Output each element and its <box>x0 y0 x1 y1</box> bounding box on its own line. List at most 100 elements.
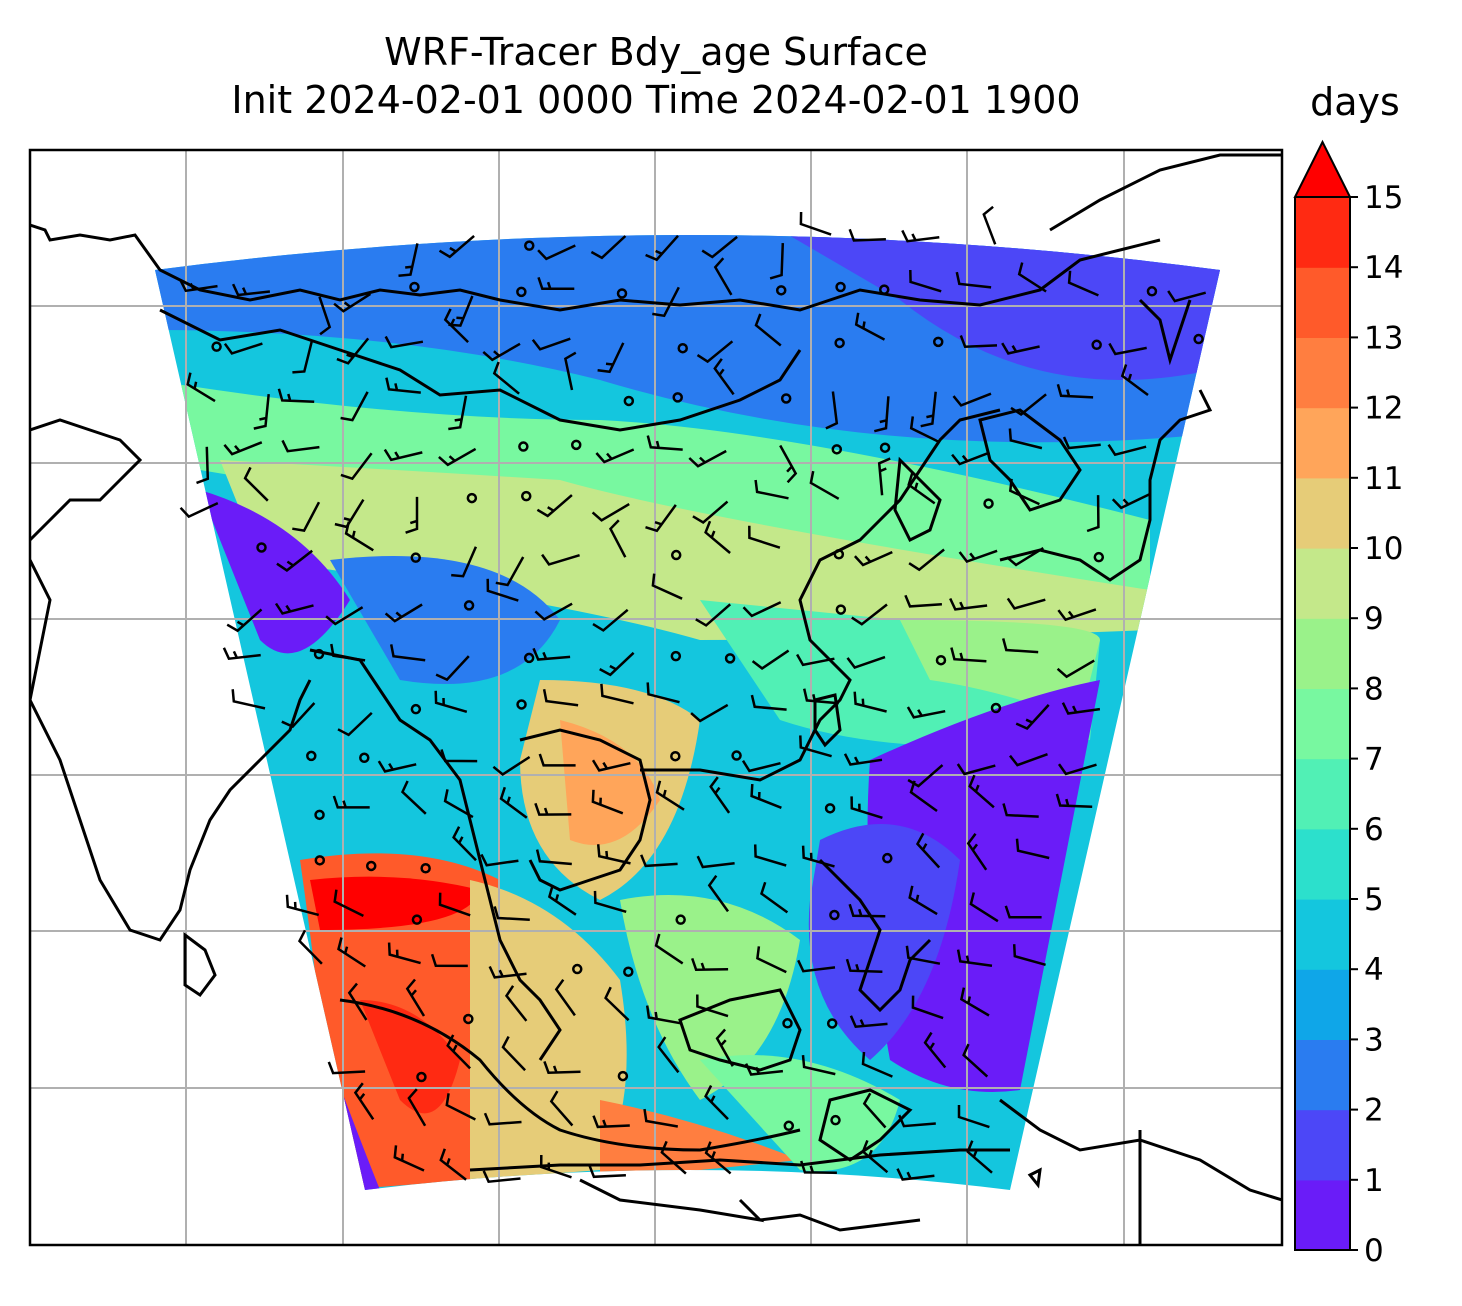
wind-barb <box>535 849 572 866</box>
wind-barb <box>325 606 364 626</box>
calm-wind-marker <box>783 1120 795 1132</box>
wind-barb <box>591 503 630 522</box>
wind-barb <box>657 1036 680 1074</box>
wind-barb <box>1002 803 1039 818</box>
wind-barb <box>750 694 787 711</box>
wind-barb <box>799 211 832 236</box>
wind-barb <box>696 855 735 869</box>
calm-wind-marker <box>410 552 421 563</box>
colorbar-tick-label: 1 <box>1364 1163 1384 1199</box>
wind-barb <box>802 688 839 705</box>
calm-wind-marker <box>570 439 582 451</box>
calm-wind-marker <box>1146 286 1158 297</box>
wind-barb <box>537 277 575 291</box>
wind-barb <box>1107 444 1147 457</box>
wind-barb <box>400 780 427 815</box>
wind-barb <box>1055 793 1093 808</box>
colorbar-tick-label: 13 <box>1364 320 1403 356</box>
wind-barb <box>384 603 423 623</box>
wind-barb <box>1008 428 1043 450</box>
wind-barb <box>696 340 734 364</box>
wind-barb <box>909 416 941 444</box>
calm-wind-marker <box>775 285 787 296</box>
wind-barb <box>1167 290 1207 303</box>
wind-barb <box>1067 270 1099 297</box>
colorbar-tick-label: 8 <box>1364 671 1384 707</box>
calm-wind-marker <box>520 490 532 502</box>
wind-barb <box>563 351 577 391</box>
wind-barb <box>955 271 992 289</box>
calm-wind-marker <box>518 441 529 452</box>
wind-barb <box>877 457 891 496</box>
wind-barb <box>318 296 332 336</box>
wind-barb <box>340 452 373 481</box>
wind-barb <box>1057 608 1097 622</box>
calm-wind-marker <box>932 336 944 348</box>
wind-barb <box>691 957 729 971</box>
wind-barb <box>1108 342 1147 356</box>
wind-barb <box>848 903 886 918</box>
wind-barb <box>797 959 836 973</box>
wind-barb <box>333 292 372 313</box>
wind-barb <box>645 234 679 262</box>
wind-barb <box>848 228 886 242</box>
wind-barb <box>1006 547 1044 567</box>
wind-barb <box>405 978 426 1017</box>
wind-barb <box>920 391 937 428</box>
calm-wind-marker <box>834 337 845 349</box>
colorbar-segment <box>1295 899 1350 970</box>
wind-barb <box>405 496 419 534</box>
wind-barb <box>779 444 798 484</box>
wind-barb <box>909 269 942 293</box>
wind-barb <box>534 802 572 816</box>
wind-barb <box>1017 262 1047 293</box>
calm-wind-marker <box>516 286 527 298</box>
wind-barb <box>861 1139 889 1174</box>
wind-barb <box>536 494 573 518</box>
wind-barb <box>756 946 787 974</box>
wind-barb <box>801 845 835 868</box>
colorbar-tick-label: 4 <box>1364 952 1384 988</box>
wind-barb <box>488 965 527 979</box>
wind-barb <box>231 283 271 297</box>
wind-barb <box>451 546 478 578</box>
wind-barb <box>1062 436 1101 450</box>
calm-wind-marker <box>314 809 325 821</box>
wind-barb <box>861 1051 893 1078</box>
calm-wind-marker <box>359 752 370 764</box>
wind-barb <box>959 987 990 1017</box>
colorbar-tick-label: 2 <box>1364 1093 1384 1129</box>
colorbar-segment <box>1295 1039 1350 1111</box>
wind-barb <box>643 1108 679 1128</box>
colorbar-tick-label: 15 <box>1364 180 1403 216</box>
wind-barb <box>701 235 738 259</box>
wind-barb <box>385 377 421 394</box>
wind-barb <box>531 337 571 351</box>
calm-wind-marker <box>572 963 583 975</box>
calm-wind-marker <box>463 1013 474 1025</box>
calm-wind-marker <box>524 240 535 251</box>
wind-barb <box>393 1145 425 1172</box>
calm-wind-marker <box>256 542 267 553</box>
wind-barb <box>909 780 938 813</box>
wind-barb <box>640 854 678 868</box>
calm-wind-marker <box>983 498 994 509</box>
wind-barb <box>660 1140 687 1175</box>
calm-wind-marker <box>523 652 535 664</box>
calm-wind-marker <box>677 342 688 354</box>
wind-barb <box>398 243 419 278</box>
wind-barb <box>285 894 320 917</box>
wind-barb <box>599 651 635 677</box>
colorbar-tick-label: 10 <box>1364 531 1403 567</box>
wind-barb <box>744 1063 784 1076</box>
wind-barb <box>854 312 886 341</box>
wind-barb <box>1086 495 1100 533</box>
wind-barb <box>486 578 519 602</box>
wind-barb <box>704 520 731 554</box>
colorbar-tick-label: 6 <box>1364 812 1384 848</box>
wind-barb <box>539 1154 572 1179</box>
wind-barb <box>966 833 988 871</box>
calm-wind-marker <box>833 549 845 560</box>
wind-barb <box>1001 342 1040 355</box>
